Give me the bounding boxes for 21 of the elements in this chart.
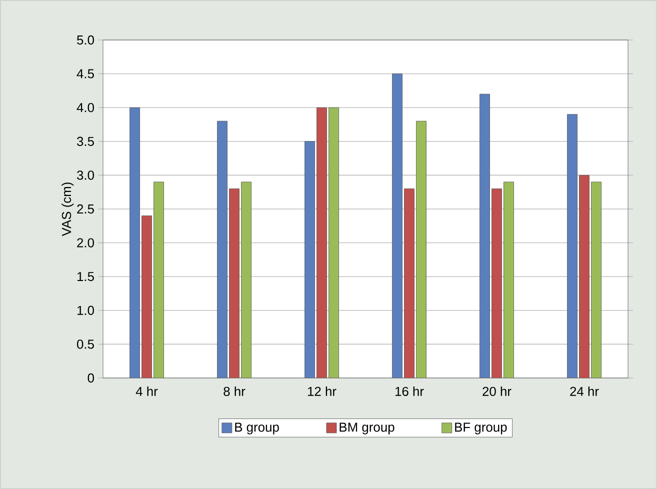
legend-label: B group bbox=[235, 422, 279, 434]
x-tick-label: 8 hr bbox=[224, 386, 246, 396]
y-tick-label: 2.0 bbox=[77, 238, 94, 248]
y-tick-label: 3.0 bbox=[76, 170, 94, 180]
y-tick-label: 4.5 bbox=[76, 69, 94, 78]
x-tick-label: 4 hr bbox=[136, 386, 158, 396]
y-tick-label: 2.5 bbox=[77, 204, 94, 214]
x-tick-label: 20 hr bbox=[482, 386, 512, 396]
y-tick-label: 4.0 bbox=[76, 103, 94, 112]
y-axis-title: VAS (cm) bbox=[62, 182, 74, 236]
y-tick-label: 1.0 bbox=[77, 306, 94, 315]
x-tick-label: 12 hr bbox=[308, 386, 336, 396]
y-tick-label: 0.5 bbox=[76, 340, 94, 349]
legend-label: BM group bbox=[340, 422, 394, 434]
y-tick-label: 0 bbox=[88, 373, 94, 383]
x-tick-label: 24 hr bbox=[570, 386, 599, 396]
x-tick-label: 16 hr bbox=[395, 386, 424, 396]
legend-label: BF group bbox=[455, 422, 507, 434]
y-tick-label: 5.0 bbox=[77, 35, 94, 45]
y-tick-label: 3.5 bbox=[76, 136, 94, 146]
y-tick-label: 1.5 bbox=[77, 272, 94, 282]
